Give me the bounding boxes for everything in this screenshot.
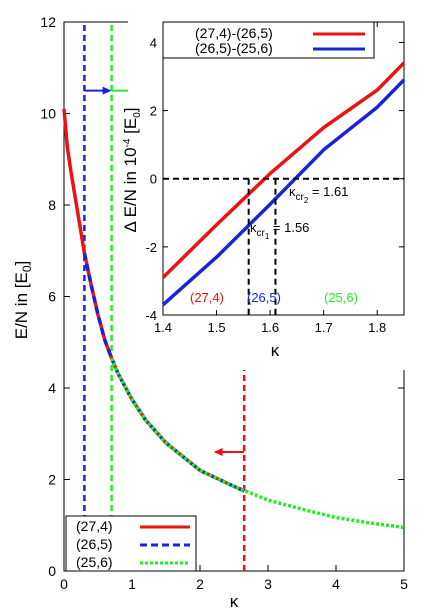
shift-arrow-head xyxy=(213,448,223,457)
main-x-tick-label: 5 xyxy=(400,576,408,592)
main-y-tick-label: 4 xyxy=(48,380,56,396)
inset-legend-box xyxy=(162,21,375,59)
inset-y-axis-label: Δ E/N in 10-4 [E0] xyxy=(121,107,143,232)
inset-critical-guides xyxy=(163,177,404,315)
main-y-tick-label: 10 xyxy=(40,106,56,122)
main-x-axis-label: κ xyxy=(230,592,239,610)
main-x-tick-label: 3 xyxy=(264,576,272,592)
main-series-group xyxy=(62,108,405,530)
main-x-tick-label: 0 xyxy=(60,576,68,592)
main-y-tick-label: 6 xyxy=(48,289,56,305)
kcr1-annotation: κcr1 = 1.56 xyxy=(250,220,309,241)
main-legend: (27,4) (26,5) (25,6) xyxy=(65,515,197,572)
inset-chart: 1.4 1.5 1.6 1.7 1.8 -4 -2 0 2 4 (27,4)-(26,5) (26… xyxy=(121,20,408,370)
region-label-26-5: (26,5) xyxy=(247,290,281,305)
main-y-tick-label: 0 xyxy=(48,563,56,579)
inset-y-tick-label: -4 xyxy=(145,308,157,323)
inset-ticks: 1.4 1.5 1.6 1.7 1.8 -4 -2 0 2 4 xyxy=(145,22,404,335)
main-y-tick-label: 2 xyxy=(48,472,56,488)
shift-arrow-head xyxy=(102,86,112,95)
series-line-26-5 xyxy=(82,252,245,493)
main-y-axis-label: E/N in [E0] xyxy=(12,261,34,340)
inset-x-tick-label: 1.8 xyxy=(368,320,386,335)
inset-y-tick-label: 0 xyxy=(150,172,157,187)
legend-label-26-5: (26,5) xyxy=(76,536,113,552)
main-x-tick-label: 1 xyxy=(128,576,136,592)
inset-x-axis-label: κ xyxy=(271,341,280,360)
main-y-tick-label: 12 xyxy=(40,14,56,30)
inset-series-group xyxy=(161,61,406,307)
inset-x-tick-label: 1.7 xyxy=(315,320,333,335)
main-x-tick-label: 2 xyxy=(196,576,204,592)
region-label-27-4: (27,4) xyxy=(190,290,224,305)
region-label-25-6: (25,6) xyxy=(324,290,358,305)
inset-series-line-1 xyxy=(161,61,406,279)
inset-x-tick-label: 1.6 xyxy=(261,320,279,335)
inset-background xyxy=(128,20,408,370)
series-line-25-6 xyxy=(109,357,405,530)
inset-x-tick-label: 1.5 xyxy=(208,320,226,335)
kcr2-annotation: κcr2 = 1.61 xyxy=(289,184,348,205)
inset-legend-label-2: (26,5)-(25,6) xyxy=(195,40,273,56)
inset-y-tick-label: -2 xyxy=(145,240,157,255)
inset-x-tick-label: 1.4 xyxy=(154,320,172,335)
legend-label-27-4: (27,4) xyxy=(76,518,113,534)
inset-y-tick-label: 4 xyxy=(150,35,157,50)
inset-series-line-2 xyxy=(161,78,406,307)
main-y-tick-label: 8 xyxy=(48,197,56,213)
main-x-tick-label: 4 xyxy=(332,576,340,592)
inset-legend-label-1: (27,4)-(26,5) xyxy=(195,25,273,41)
legend-label-25-6: (25,6) xyxy=(76,554,113,570)
inset-y-tick-label: 2 xyxy=(150,104,157,119)
